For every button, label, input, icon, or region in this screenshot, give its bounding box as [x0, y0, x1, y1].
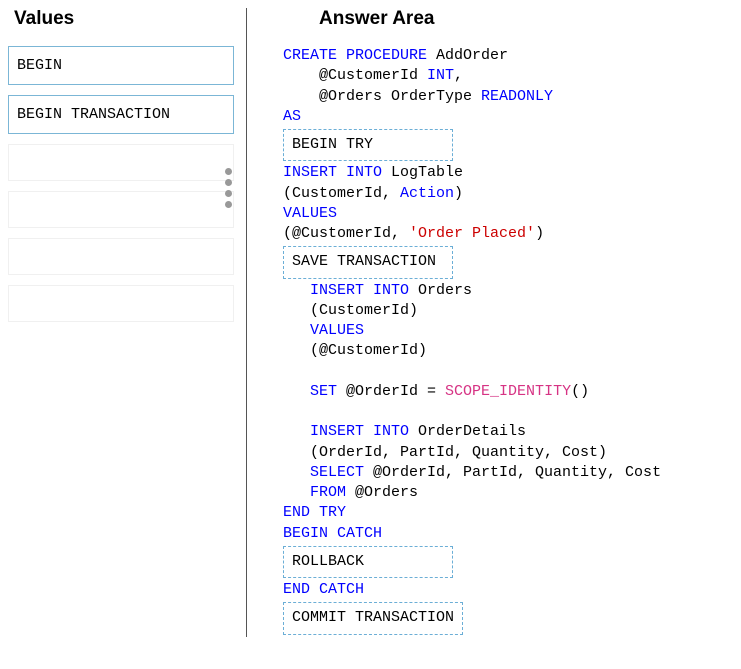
kw-readonly: READONLY — [481, 88, 553, 105]
kw-try: TRY — [310, 504, 346, 521]
kw-create: CREATE — [283, 47, 337, 64]
kw-procedure: PROCEDURE — [337, 47, 427, 64]
values-header: Values — [14, 8, 234, 30]
text: (CustomerId) — [283, 302, 418, 319]
kw-values: VALUES — [283, 205, 337, 222]
kw-from: FROM — [283, 484, 346, 501]
value-item[interactable]: BEGIN — [8, 46, 234, 85]
text: () — [571, 383, 589, 400]
values-column: Values BEGIN BEGIN TRANSACTION — [8, 8, 246, 637]
drop-target-4[interactable]: COMMIT TRANSACTION — [283, 602, 463, 634]
text: (@CustomerId, — [283, 225, 409, 242]
kw-insert: INSERT — [283, 282, 364, 299]
drop-target-2[interactable]: SAVE TRANSACTION — [283, 246, 453, 278]
kw-set: SET — [283, 383, 337, 400]
kw-action: Action — [400, 185, 454, 202]
text: @CustomerId — [283, 67, 427, 84]
kw-values: VALUES — [283, 322, 364, 339]
string-literal: 'Order Placed' — [409, 225, 535, 242]
kw-into: INTO — [337, 164, 382, 181]
main-container: Values BEGIN BEGIN TRANSACTION Answer Ar… — [0, 0, 741, 667]
dot-icon — [225, 179, 232, 186]
text: (CustomerId, — [283, 185, 400, 202]
drop-target-1[interactable]: BEGIN TRY — [283, 129, 453, 161]
text: ) — [535, 225, 544, 242]
kw-into: INTO — [364, 282, 409, 299]
text: , — [454, 67, 463, 84]
text: OrderDetails — [409, 423, 526, 440]
text: (@CustomerId) — [283, 342, 427, 359]
kw-as: AS — [283, 108, 301, 125]
dot-icon — [225, 168, 232, 175]
kw-catch: CATCH — [310, 581, 364, 598]
kw-end: END — [283, 581, 310, 598]
dot-icon — [225, 190, 232, 197]
drop-target-3[interactable]: ROLLBACK — [283, 546, 453, 578]
text: (OrderId, PartId, Quantity, Cost) — [283, 444, 607, 461]
kw-insert: INSERT — [283, 423, 364, 440]
text: Orders — [409, 282, 472, 299]
dot-icon — [225, 201, 232, 208]
text: LogTable — [382, 164, 463, 181]
kw-catch: CATCH — [328, 525, 382, 542]
text: @OrderId = — [337, 383, 445, 400]
text: AddOrder — [427, 47, 508, 64]
kw-select: SELECT — [283, 464, 364, 481]
value-item-empty[interactable] — [8, 238, 234, 275]
value-item-empty[interactable] — [8, 191, 234, 228]
kw-begin: BEGIN — [283, 525, 328, 542]
text: @Orders OrderType — [283, 88, 481, 105]
kw-insert: INSERT — [283, 164, 337, 181]
text: @OrderId, PartId, Quantity, Cost — [364, 464, 661, 481]
text: ) — [454, 185, 463, 202]
fn-scope-identity: SCOPE_IDENTITY — [445, 383, 571, 400]
value-item-empty[interactable] — [8, 144, 234, 181]
kw-into: INTO — [364, 423, 409, 440]
drag-handle-icon[interactable] — [225, 168, 232, 208]
code-block: CREATE PROCEDURE AddOrder @CustomerId IN… — [283, 46, 733, 637]
answer-column: Answer Area CREATE PROCEDURE AddOrder @C… — [246, 8, 733, 637]
kw-end: END — [283, 504, 310, 521]
value-item-empty[interactable] — [8, 285, 234, 322]
answer-header: Answer Area — [319, 8, 733, 30]
value-item[interactable]: BEGIN TRANSACTION — [8, 95, 234, 134]
text: @Orders — [346, 484, 418, 501]
kw-int: INT — [427, 67, 454, 84]
